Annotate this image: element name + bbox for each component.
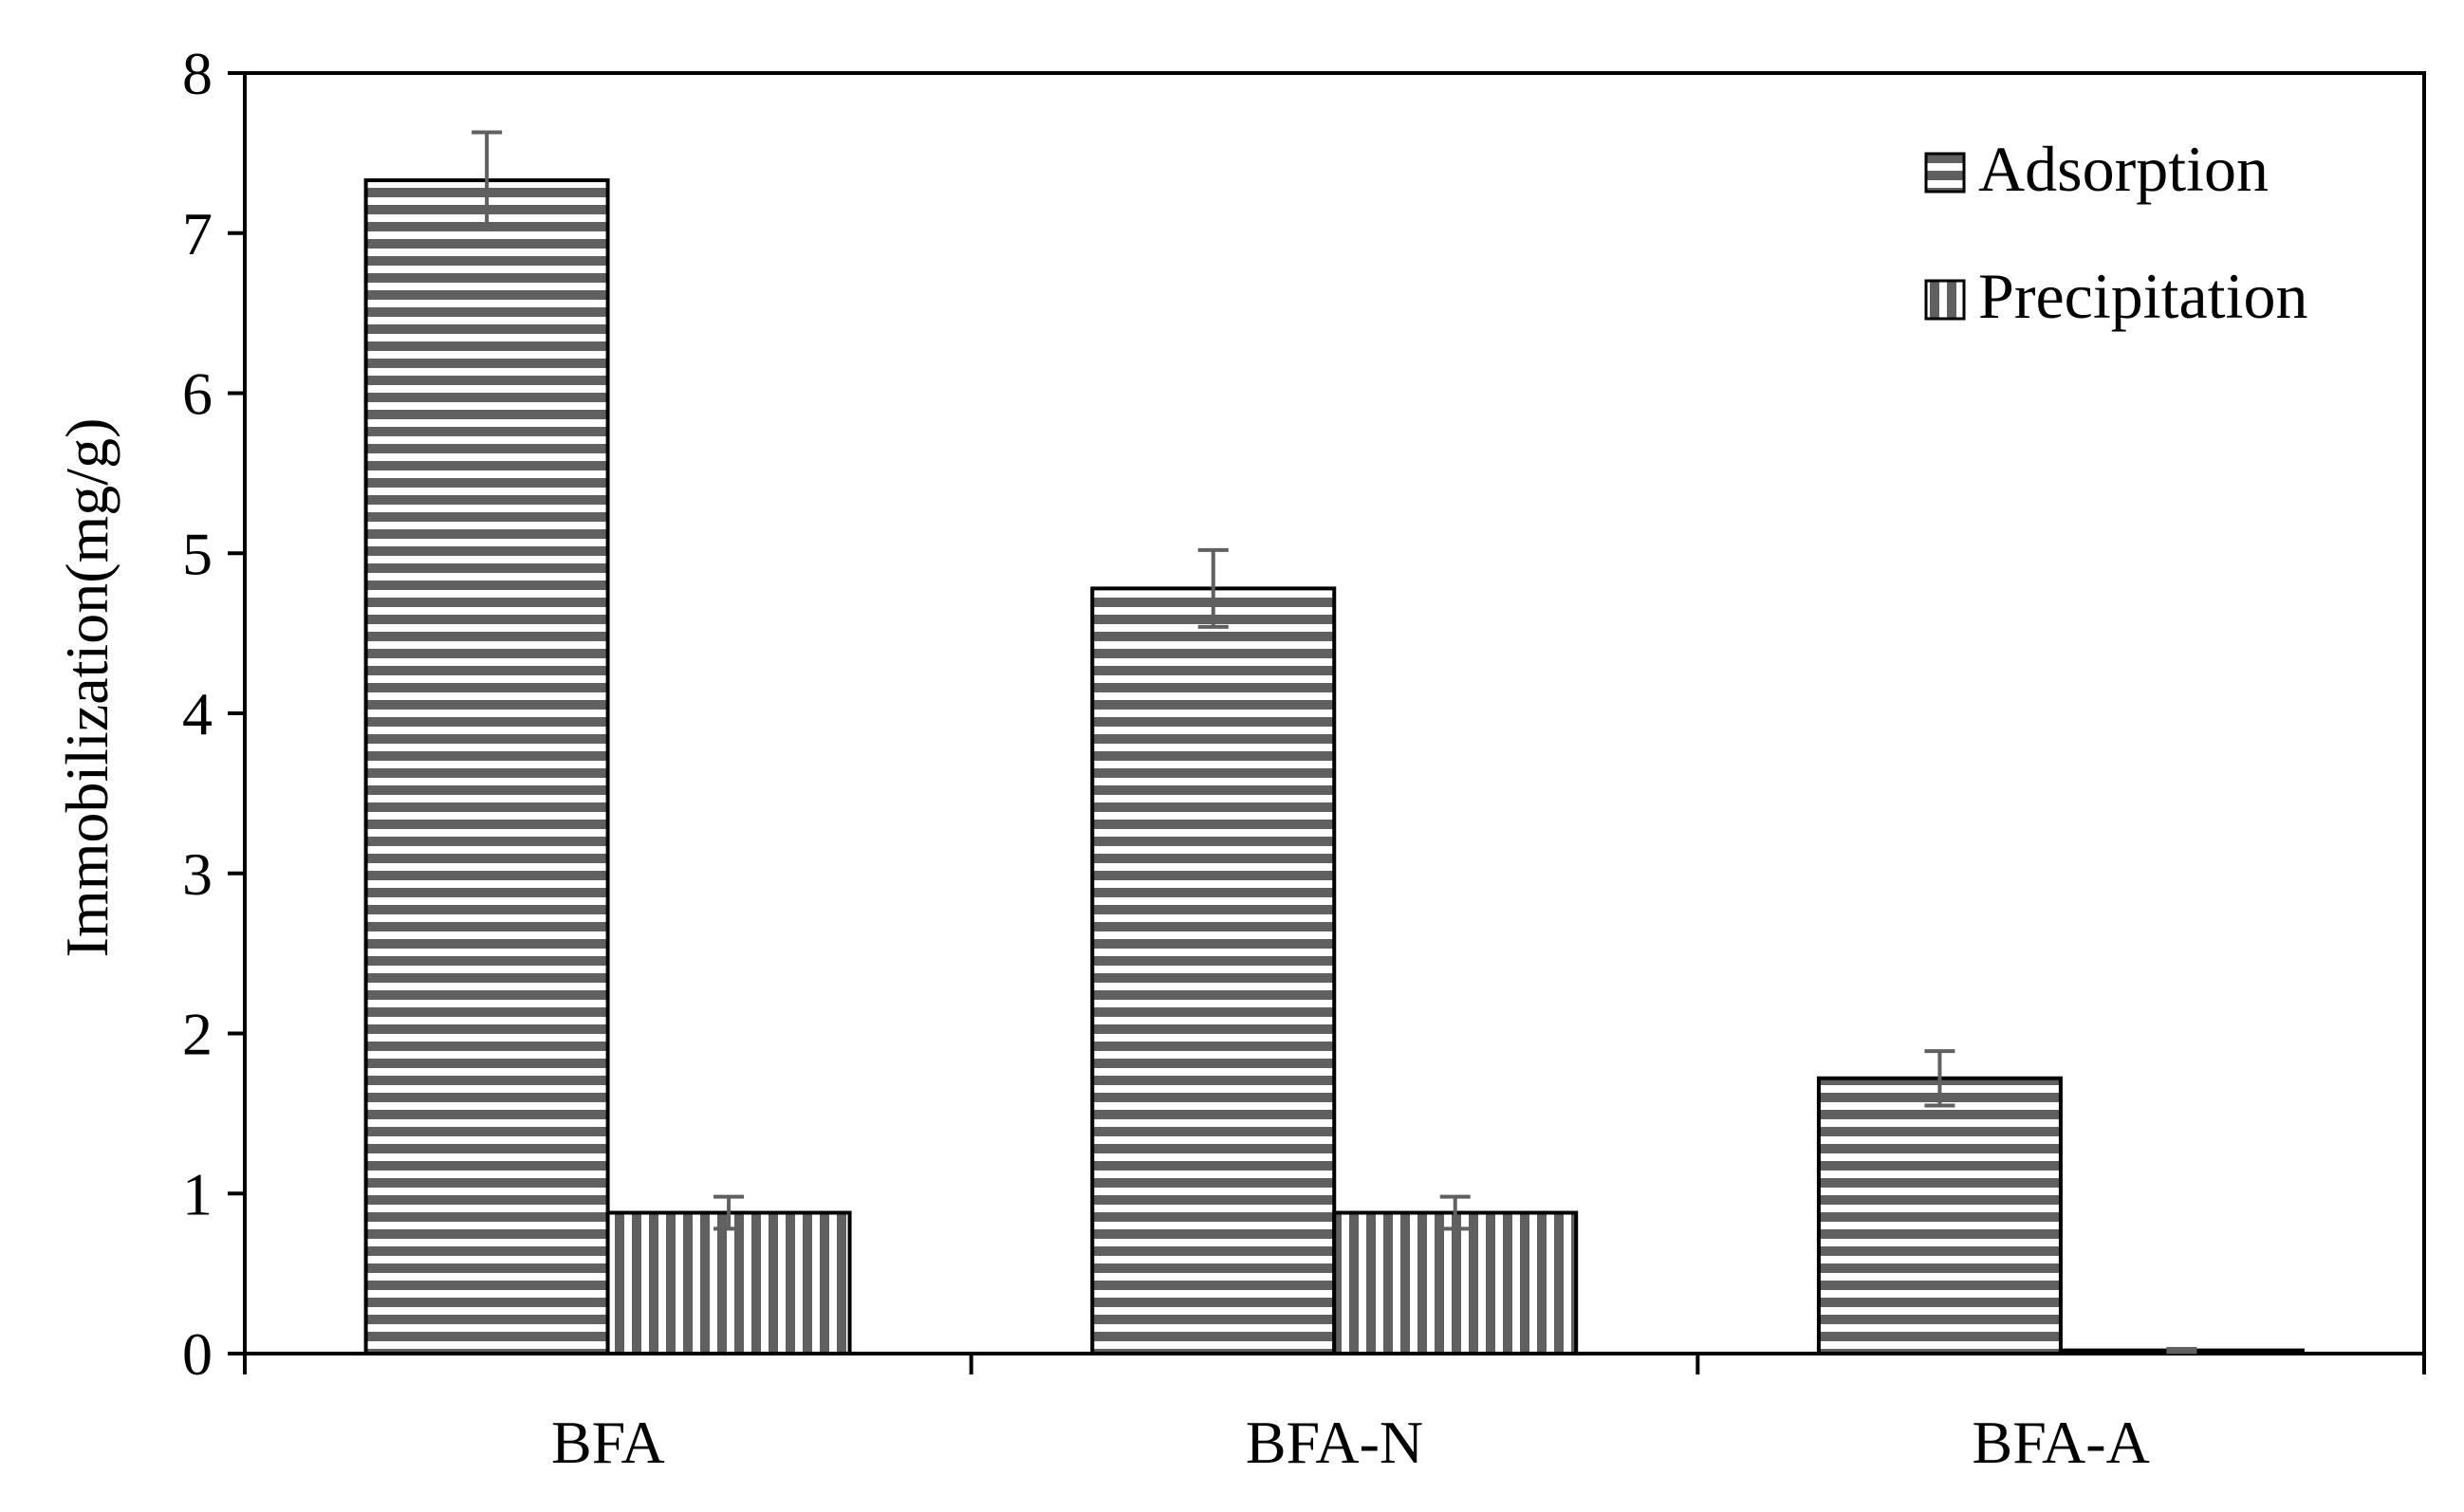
y-axis-title: Immobilization(mg/g) bbox=[53, 418, 120, 958]
y-tick-label: 3 bbox=[182, 840, 213, 908]
x-tick-label: BFA-N bbox=[1246, 1409, 1423, 1476]
bars-group bbox=[363, 178, 2305, 1355]
error-bars-group bbox=[472, 130, 2197, 1355]
bar-precipitation bbox=[1332, 1210, 1579, 1355]
error-bar-precipitation bbox=[1439, 1194, 1471, 1231]
legend: Adsorption Precipitation bbox=[1924, 133, 2307, 332]
y-tick-label: 5 bbox=[182, 520, 213, 587]
y-tick-label: 8 bbox=[182, 40, 213, 107]
legend-label-precipitation: Precipitation bbox=[1978, 260, 2307, 332]
bar-adsorption bbox=[1816, 1076, 2063, 1355]
legend-swatch-adsorption bbox=[1924, 152, 1966, 194]
error-bar-adsorption bbox=[1197, 547, 1229, 629]
x-tick-label: BFA-A bbox=[1973, 1409, 2150, 1476]
error-bar-precipitation bbox=[713, 1194, 745, 1231]
bar-precipitation bbox=[605, 1210, 852, 1355]
y-tick-label: 4 bbox=[182, 680, 213, 747]
bar-adsorption bbox=[363, 178, 610, 1355]
x-tick-label: BFA bbox=[551, 1409, 665, 1476]
y-tick-label: 6 bbox=[182, 360, 213, 428]
error-bar-adsorption bbox=[472, 130, 503, 230]
x-axis-ticks: BFA BFA-N BFA-A bbox=[243, 1354, 2426, 1476]
y-tick-label: 0 bbox=[182, 1320, 213, 1388]
legend-label-adsorption: Adsorption bbox=[1978, 133, 2269, 205]
bar-adsorption bbox=[1090, 586, 1337, 1355]
y-tick-label: 1 bbox=[182, 1160, 213, 1227]
legend-swatch-precipitation bbox=[1924, 279, 1966, 321]
error-bar-precipitation bbox=[2166, 1346, 2197, 1355]
error-bar-adsorption bbox=[1924, 1049, 1955, 1108]
y-axis-ticks: 0 1 2 3 4 5 6 7 8 bbox=[182, 40, 245, 1388]
y-tick-label: 2 bbox=[182, 1001, 213, 1068]
y-tick-label: 7 bbox=[182, 200, 213, 267]
